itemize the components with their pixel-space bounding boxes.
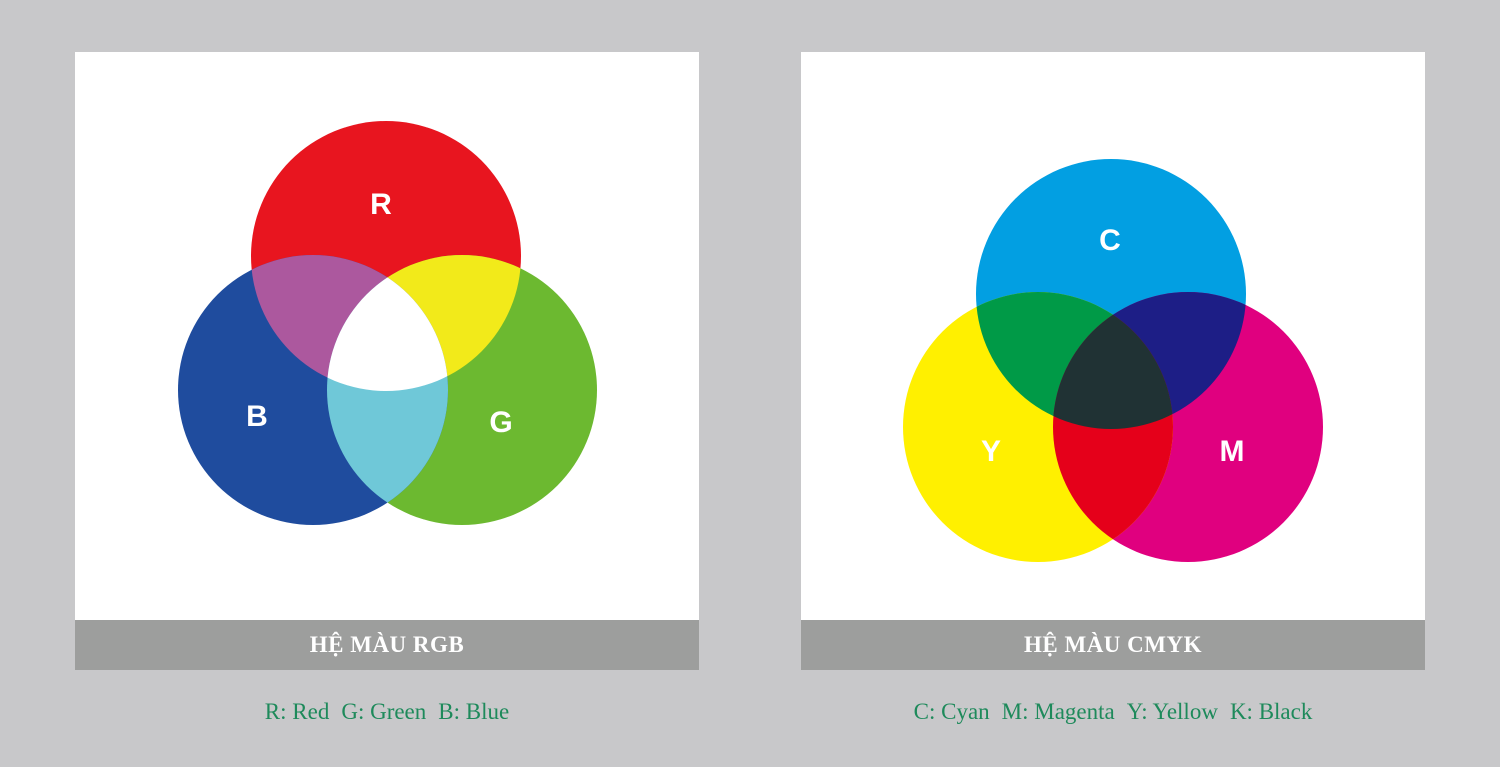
cmyk-legend: C: Cyan M: Magenta Y: Yellow K: Black	[801, 697, 1425, 727]
cmyk-caption: HỆ MÀU CMYK	[801, 620, 1425, 670]
rgb-panel: R B G	[75, 52, 699, 620]
rgb-legend-red: R: Red	[264, 699, 330, 724]
cmyk-label-m: M	[1220, 435, 1245, 468]
cmyk-legend-magenta: M: Magenta	[1001, 699, 1115, 724]
rgb-caption: HỆ MÀU RGB	[75, 620, 699, 670]
rgb-label-r: R	[370, 188, 392, 221]
cmyk-venn-diagram: C Y M	[903, 159, 1323, 562]
cmyk-panel: C Y M	[801, 52, 1425, 620]
cmyk-legend-black: K: Black	[1229, 699, 1313, 724]
cmyk-legend-cyan: C: Cyan	[913, 699, 990, 724]
rgb-label-g: G	[489, 406, 512, 439]
rgb-legend: R: Red G: Green B: Blue	[75, 697, 699, 727]
cmyk-label-y: Y	[981, 435, 1001, 468]
rgb-white-center	[327, 255, 448, 391]
rgb-legend-green: G: Green	[341, 699, 427, 724]
rgb-label-b: B	[246, 400, 268, 433]
rgb-legend-blue: B: Blue	[438, 699, 510, 724]
cmyk-legend-yellow: Y: Yellow	[1126, 699, 1218, 724]
cmyk-label-c: C	[1099, 224, 1121, 257]
rgb-venn-diagram: R B G	[178, 121, 597, 525]
cmyk-black-center	[1053, 292, 1173, 429]
